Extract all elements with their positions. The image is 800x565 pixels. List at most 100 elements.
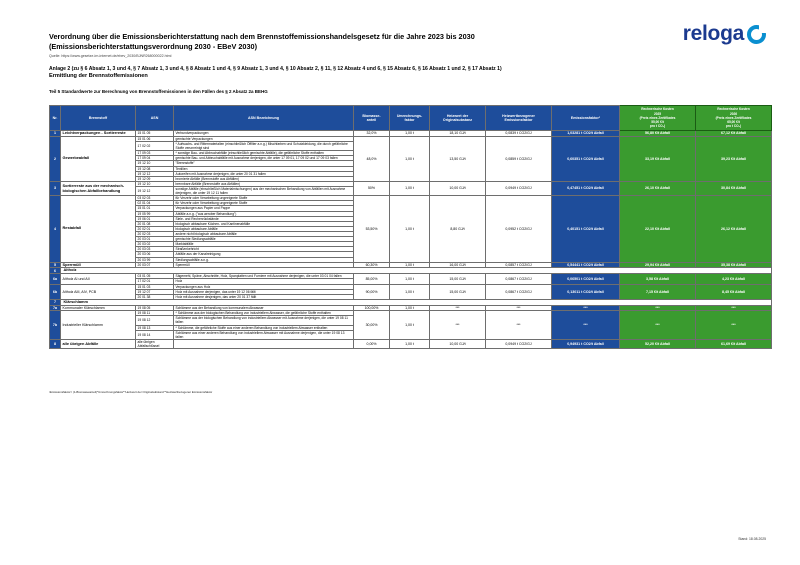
heat-emission-factor: 0,0859 t CO2/GJ bbox=[485, 135, 552, 182]
circle-icon bbox=[747, 24, 766, 44]
cost-2025: 3,58 €/t Abfall bbox=[619, 273, 696, 285]
cost-2026: 30,84 €/t Abfall bbox=[695, 180, 772, 197]
asn-description: Siedlungsabfälle a.n.g. bbox=[173, 256, 354, 263]
asn-code: 19 08 14 bbox=[135, 329, 174, 340]
asn-description: * sonstige Bau- und Abbruchabfälle (eins… bbox=[173, 150, 354, 157]
asn-code: alle übrigen Abfallschlüssel bbox=[135, 338, 174, 350]
heating-value: 10,00 GJ/t bbox=[429, 338, 486, 350]
source-line: Quelle: https://www.gesetze-im-internet.… bbox=[49, 54, 172, 58]
asn-description: Autoreifen mit Ausnahme derjenigen, die … bbox=[173, 170, 354, 177]
cost-2025: 52,20 €/t Abfall bbox=[619, 338, 696, 350]
col-header-nr: Nr. bbox=[49, 105, 61, 131]
table-row: 19 12 12 sonstige Abfälle (einschließlich… bbox=[50, 185, 772, 197]
emission-factor: 0,06501 t CO2/t Abfall bbox=[551, 273, 620, 285]
heat-emission-factor: 0,0949 t CO2/GJ bbox=[485, 180, 552, 197]
fuel-name: alle übrigen Abfälle bbox=[60, 338, 136, 350]
biomass-share: 50% bbox=[353, 180, 390, 197]
table-header-row: Nr. Brennstoff ASN ASN Bezeichnung Biomasse-… bbox=[49, 105, 772, 131]
ermittlung-line: Ermittlung der Brennstoffemissionen bbox=[49, 73, 148, 80]
standardwerte-table: Nr. Brennstoff ASN ASN Bezeichnung Biomasse-… bbox=[49, 105, 772, 350]
fuel-name: Restabfall bbox=[60, 195, 136, 263]
row-number: 2 bbox=[49, 135, 61, 182]
conversion-factor: 1,00 t bbox=[389, 273, 430, 285]
asn-code: 19 12 12 bbox=[135, 185, 174, 197]
heat-emission-factor: 0,0949 t CO2/GJ bbox=[485, 338, 552, 350]
biomass-share: 90,00% bbox=[353, 283, 390, 300]
col-header-asn: ASN bbox=[135, 105, 174, 131]
asn-description: sonstige Abfälle (einschließlich Materia… bbox=[173, 185, 354, 197]
page-title: Verordnung über die Emissionsberichterst… bbox=[49, 32, 475, 41]
emission-factor: 0,13011 t CO2/t Abfall bbox=[551, 283, 620, 300]
table-row: 1 Leichtverpackungen - Sortierreste 15 01 … bbox=[49, 130, 772, 137]
emission-factor: *** bbox=[551, 310, 620, 340]
heating-value: 8,80 GJ/t bbox=[429, 195, 486, 263]
asn-description: * Aufwuchs- und Rittermaterialien (einsc… bbox=[173, 140, 354, 152]
table-row: 6b Altholz AIII, AIV, PCB 15 01 03 Verpacku… bbox=[49, 283, 772, 300]
table-row: 20 03 99 Siedlungsabfälle a.n.g. bbox=[50, 256, 772, 263]
asn-description bbox=[173, 338, 354, 350]
cost-2025: *** bbox=[619, 310, 696, 340]
asn-description: Holz mit Ausnahme desjenigen, das unter … bbox=[173, 293, 354, 300]
conversion-factor: 1,00 t bbox=[389, 195, 430, 263]
asn-code: 17 02 02 bbox=[135, 140, 174, 152]
conversion-factor: 1,00 t bbox=[389, 180, 430, 197]
heating-value: 15,00 GJ/t bbox=[429, 273, 486, 285]
emission-factor: 0,60351 t CO2/t Abfall bbox=[551, 135, 620, 182]
table-row: 2 Gewerbeabfall 15 01 06 gemischte Verpacku… bbox=[49, 135, 772, 182]
row-number: 4 bbox=[49, 195, 61, 263]
teil-line: Teil 5 Standardwerte zur Berechnung von … bbox=[49, 89, 268, 94]
table-row: 17 02 02 * Aufwuchs- und Rittermaterialie… bbox=[50, 140, 772, 152]
biomass-share: 53,50% bbox=[353, 195, 390, 263]
biomass-share: 85,00% bbox=[353, 273, 390, 285]
emission-factor: 0,40151 t CO2/t Abfall bbox=[551, 195, 620, 263]
col-header-hbef: Heizwertbezogener Emissionsfaktor bbox=[485, 105, 552, 131]
emission-factor: 0,94931 t CO2/t Abfall bbox=[551, 338, 620, 350]
col-header-heiz: Heizwert der Originalsubstanz bbox=[429, 105, 486, 131]
table-row: 7a Kommunaler Klärschlamm 19 08 05 Schlämme… bbox=[49, 304, 772, 312]
heating-value: *** bbox=[429, 310, 486, 340]
fuel-name: Gewerbeabfall bbox=[60, 135, 136, 182]
col-header-bio: Biomasse-anteil bbox=[353, 105, 390, 131]
table-row: 19 08 12 Schlämme aus der biologischen Be… bbox=[50, 315, 772, 326]
fuel-name: Altholz AIII, AIV, PCB bbox=[60, 283, 136, 300]
asn-code: 19 08 12 bbox=[135, 315, 174, 326]
table-row: 4 Restabfall 03 02 03 für Verzehr oder Vera… bbox=[49, 195, 772, 263]
standardwerte-table-wrapper: Nr. Brennstoff ASN ASN Bezeichnung Biomasse-… bbox=[49, 105, 772, 350]
row-number: 3 bbox=[49, 180, 61, 197]
document-header: Verordnung über die Emissionsberichterst… bbox=[49, 32, 669, 95]
cost-2026: 26,12 €/t Abfall bbox=[695, 195, 772, 263]
asn-description: Sägemehl, Späne, Abschnitte, Holz, Spanp… bbox=[173, 273, 354, 280]
table-head: Nr. Brennstoff ASN ASN Bezeichnung Biomasse-… bbox=[49, 105, 772, 131]
row-number: 6b bbox=[49, 283, 61, 300]
heat-emission-factor: 0,0867 t CO2/GJ bbox=[485, 283, 552, 300]
heating-value: 10,00 GJ/t bbox=[429, 180, 486, 197]
col-header-fuel: Brennstoff bbox=[60, 105, 136, 131]
asn-description: Schlämme aus der biologischen Behandlung… bbox=[173, 315, 354, 326]
heating-value: 13,50 GJ/t bbox=[429, 135, 486, 182]
row-number: 8 bbox=[49, 338, 61, 350]
heat-emission-factor: *** bbox=[485, 310, 552, 340]
fuel-name: Sortierreste aus der mechanisch-biologis… bbox=[60, 180, 136, 197]
cost-2026: 8,45 €/t Abfall bbox=[695, 283, 772, 300]
emission-factor: 0,47451 t CO2/t Abfall bbox=[551, 180, 620, 197]
conversion-factor: 1,00 t bbox=[389, 283, 430, 300]
cost-2026: *** bbox=[695, 310, 772, 340]
heat-emission-factor: 0,0952 t CO2/GJ bbox=[485, 195, 552, 263]
col-header-k2026: Rechnerische Kosten 2026 (Preis eines Zert… bbox=[695, 105, 772, 131]
cost-2025: 22,10 €/t Abfall bbox=[619, 195, 696, 263]
row-number: 6a bbox=[49, 273, 61, 285]
cost-2025: 33,19 €/t Abfall bbox=[619, 135, 696, 182]
col-header-ef: Emissionsfaktor¹ bbox=[551, 105, 620, 131]
reloga-logo: reloga bbox=[683, 22, 766, 46]
asn-description: gemischte Bau- und Abbruchabfälle mit Au… bbox=[173, 155, 354, 162]
row-number: 7b bbox=[49, 310, 61, 340]
asn-description: * Schlämme, die gefährliche Stoffe aus e… bbox=[173, 324, 354, 331]
heating-value: 15,00 GJ/t bbox=[429, 283, 486, 300]
table-row: 20 01 38 Holz mit Ausnahme desjenigen, da… bbox=[50, 293, 772, 300]
heat-emission-factor: 0,0867 t CO2/GJ bbox=[485, 273, 552, 285]
cost-2026: *** bbox=[695, 304, 772, 312]
fuel-name: Altholz AI und AII bbox=[60, 273, 136, 285]
cost-2025: 7,15 €/t Abfall bbox=[619, 283, 696, 300]
table-body: 1 Leichtverpackungen - Sortierreste 15 01 … bbox=[49, 130, 772, 350]
anlage-line: Anlage 2 (zu § 6 Absatz 1, 3 und 4, § 7 … bbox=[49, 66, 502, 72]
